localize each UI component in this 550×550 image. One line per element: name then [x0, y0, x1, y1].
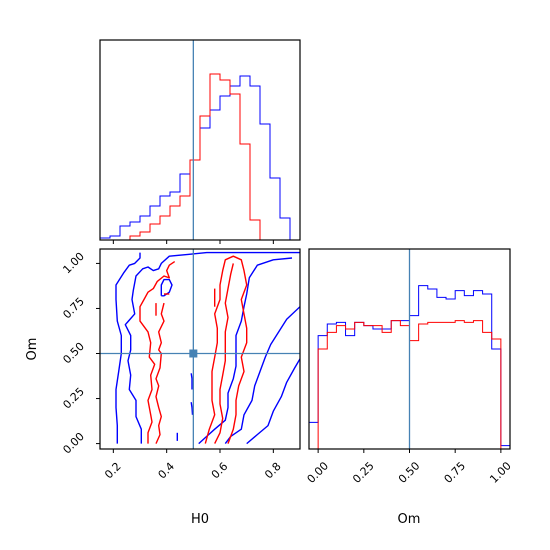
contour-x-tick-label: 0.6 — [209, 460, 231, 482]
contour-y-tick-label: 0.00 — [60, 430, 87, 457]
om-hist-x-tick-label: 0.00 — [305, 459, 332, 486]
contour-line-blue — [124, 251, 300, 444]
om-histogram-ticks: 0.00 0.25 0.50 0.75 1.00 — [305, 449, 514, 486]
h0-histogram-ticks — [112, 240, 274, 244]
contour-line-blue — [198, 257, 293, 445]
y-axis-label-om: Om — [25, 338, 40, 361]
contour-x-tick-label: 0.2 — [102, 460, 124, 482]
contour-y-tick-label: 0.25 — [60, 385, 87, 412]
contour-line-red — [204, 255, 248, 444]
x-axis-label-om: Om — [398, 512, 421, 527]
x-axis-label-h0: H0 — [191, 512, 209, 527]
h0-om-contour-frame — [99, 248, 301, 450]
contour-x-tick-label: 0.8 — [262, 460, 284, 482]
h0-om-contour-panel — [100, 249, 300, 449]
contour-line-blue — [160, 278, 173, 297]
contour-line-blue — [246, 358, 300, 445]
om-hist-x-tick-label: 0.25 — [350, 459, 377, 486]
h0-histogram-panel — [100, 40, 300, 240]
contour-line-blue — [190, 402, 194, 415]
contour-x-tick-label: 0.4 — [156, 460, 178, 482]
contour-line-blue — [115, 252, 141, 444]
om-hist-series-blue — [309, 285, 510, 449]
om-histogram-panel — [309, 249, 510, 449]
contour-y-tick-label: 1.00 — [60, 250, 87, 277]
h0-histogram-frame — [99, 39, 301, 241]
contour-y-tick-label: 0.75 — [60, 295, 87, 322]
contour-line-blue — [190, 373, 193, 390]
contour-line-blue — [224, 306, 300, 445]
contour-line-red — [155, 302, 165, 444]
contour-line-red — [139, 261, 176, 444]
om-hist-x-tick-label: 1.00 — [487, 459, 514, 486]
h0-hist-series-red — [100, 73, 300, 240]
truth-point-marker — [189, 349, 198, 358]
om-hist-x-tick-label: 0.50 — [396, 459, 423, 486]
om-hist-x-tick-label: 0.75 — [442, 459, 469, 486]
contour-y-tick-label: 0.50 — [60, 340, 87, 367]
